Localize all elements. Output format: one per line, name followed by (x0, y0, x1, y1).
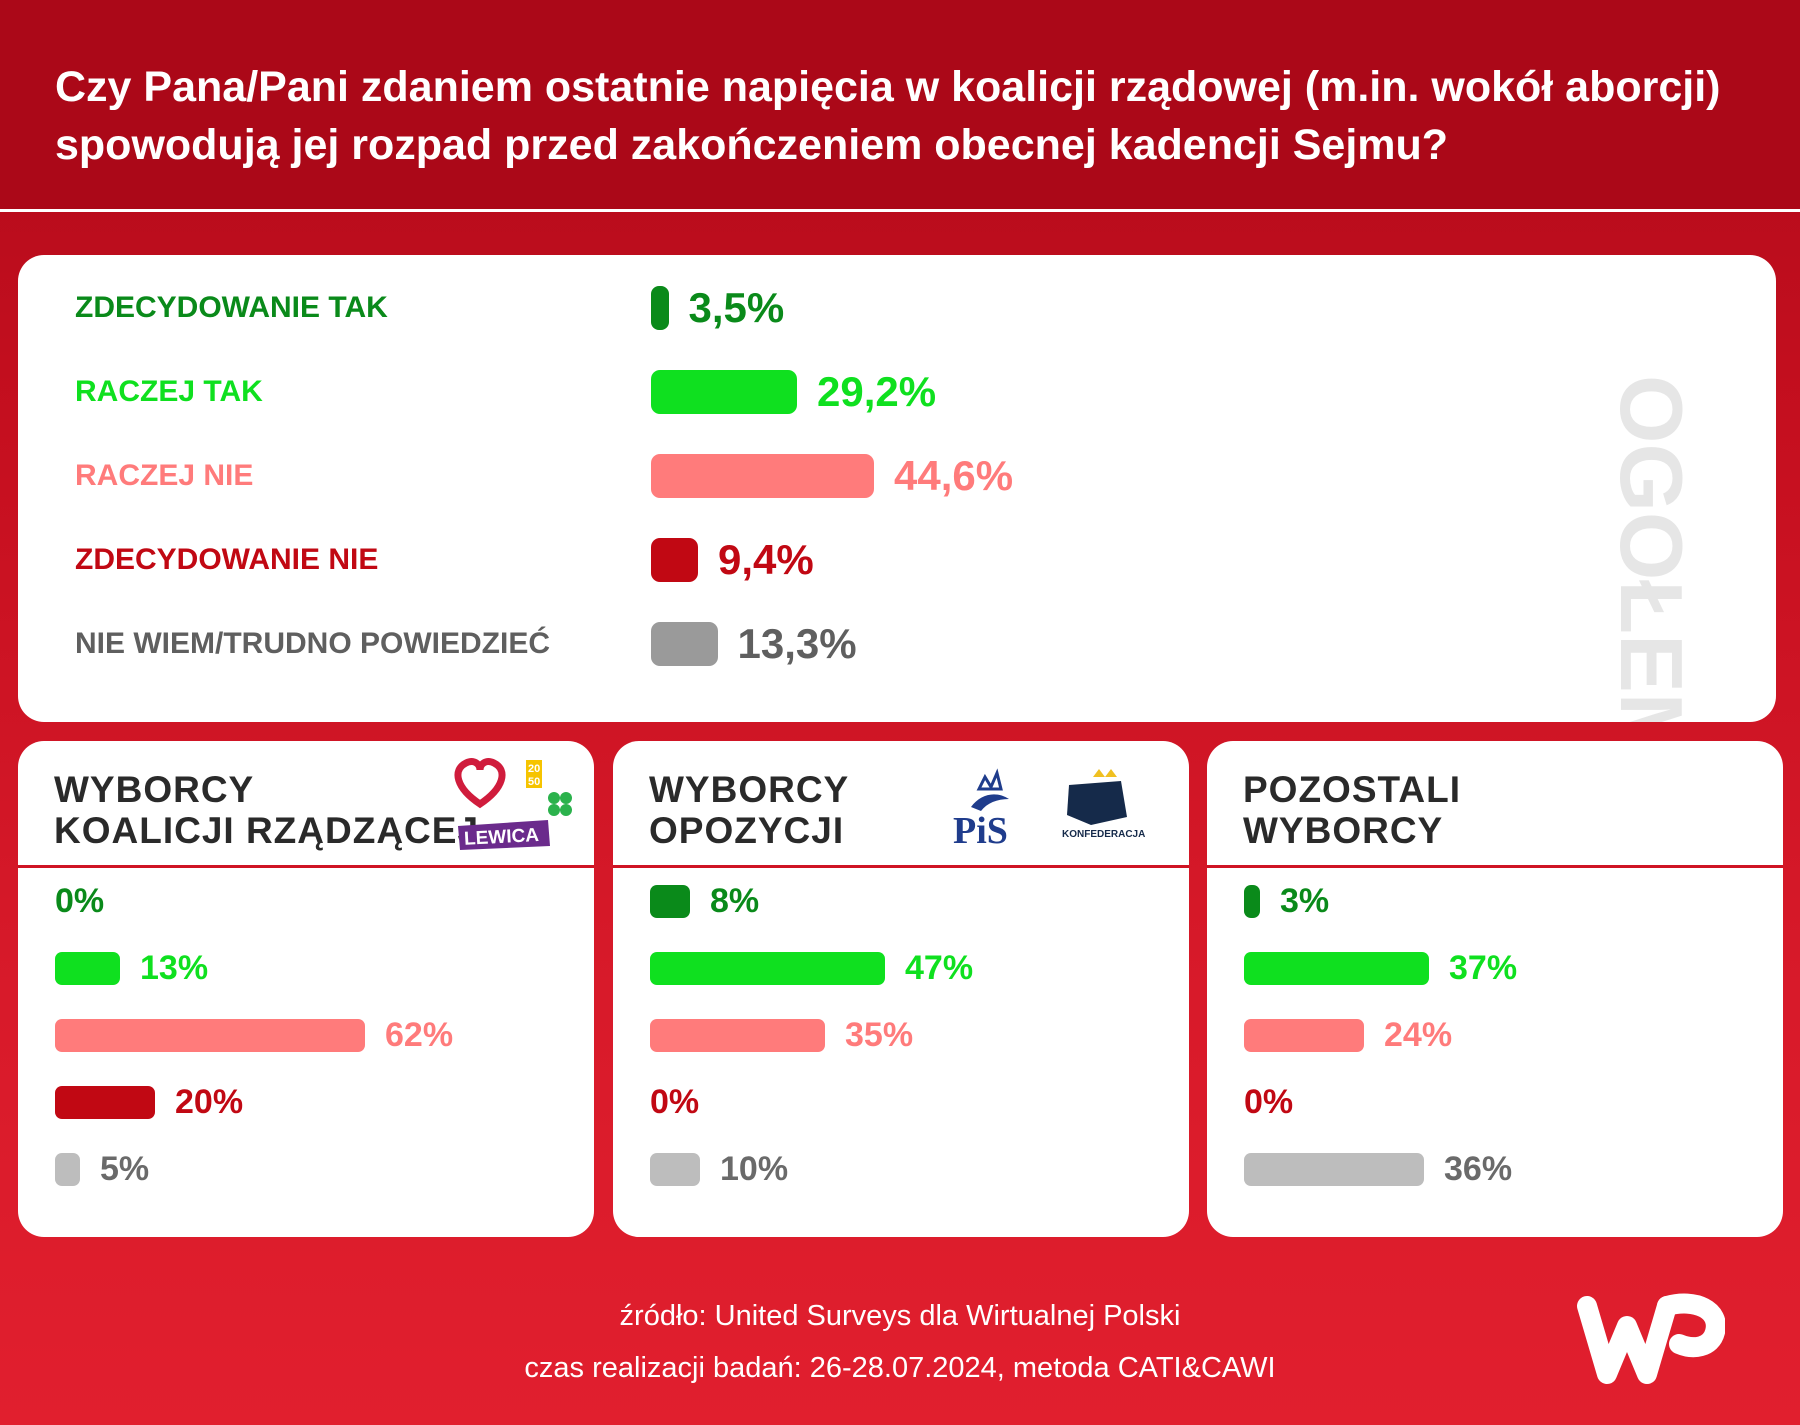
data-label: 9,4% (718, 536, 814, 583)
heart-logo (454, 758, 506, 809)
group-title-line2: OPOZYCJI (649, 810, 845, 851)
bar-nie-wiem (55, 1153, 80, 1186)
lewica-logo-text: LEWICA (464, 825, 540, 850)
data-label: 8% (710, 882, 760, 920)
data-label: 35% (845, 1016, 914, 1054)
bar-raczej-tak (55, 952, 120, 985)
data-label: 62% (385, 1016, 454, 1054)
data-label: 20% (175, 1083, 244, 1121)
group-title: POZOSTALI WYBORCY (1243, 769, 1461, 851)
category-label: NIE WIEM/TRUDNO POWIEDZIEĆ (75, 627, 550, 660)
data-label: 0% (1244, 1083, 1294, 1121)
svg-text:20: 20 (528, 763, 540, 775)
opposition-logos: PiS KONFEDERACJA (953, 768, 1145, 852)
svg-text:50: 50 (528, 776, 540, 788)
category-label: ZDECYDOWANIE NIE (75, 543, 379, 576)
bar-zdecydowanie-tak (1244, 885, 1260, 918)
header-band: Czy Pana/Pani zdaniem ostatnie napięcia … (0, 0, 1800, 212)
data-label: 29,2% (817, 368, 937, 415)
bar-nie-wiem (650, 1153, 700, 1186)
group-card-header: WYBORCY OPOZYCJI PiS KONFEDERACJA (613, 741, 1189, 868)
data-label: 47% (905, 949, 974, 987)
2050-logo: 20 50 (526, 760, 542, 788)
bar-raczej-nie (55, 1019, 365, 1052)
group-card-header: WYBORCY KOALICJI RZĄDZĄCEJ 20 50 LEWICA (18, 741, 594, 868)
bar-zdecydowanie-nie (651, 538, 698, 582)
bar-nie-wiem (651, 622, 718, 666)
clover-logo (548, 792, 572, 816)
group-card-coalition: WYBORCY KOALICJI RZĄDZĄCEJ 20 50 LEWICA … (18, 741, 594, 1237)
group-card-others: POZOSTALI WYBORCY 3% 37% 24% 0% 36% (1207, 741, 1783, 1237)
data-label: 0% (55, 882, 105, 920)
bar-zdecydowanie-tak (651, 286, 669, 330)
overall-side-label-text: OGÓŁEM (1603, 375, 1683, 722)
bar-raczej-nie (1244, 1019, 1364, 1052)
data-label: 13,3% (737, 620, 857, 667)
data-label: 13% (140, 949, 209, 987)
group-card-opposition: WYBORCY OPOZYCJI PiS KONFEDERACJA 8% 47% 3… (613, 741, 1189, 1237)
coalition-logos: 20 50 LEWICA (454, 758, 572, 850)
category-label: RACZEJ NIE (75, 459, 254, 492)
data-label: 24% (1384, 1016, 1453, 1054)
bar-raczej-nie (651, 454, 874, 498)
data-label: 0% (650, 1083, 700, 1121)
bar-zdecydowanie-tak (650, 885, 690, 918)
group-card-header: POZOSTALI WYBORCY (1207, 741, 1783, 868)
data-label: 10% (720, 1150, 789, 1188)
method-note: czas realizacji badań: 26-28.07.2024, me… (524, 1352, 1276, 1384)
source-note: źródło: United Surveys dla Wirtualnej Po… (619, 1300, 1181, 1332)
bar-raczej-tak (650, 952, 885, 985)
data-label: 37% (1449, 949, 1518, 987)
bar-raczej-tak (651, 370, 797, 414)
bar-raczej-nie (650, 1019, 825, 1052)
pis-logo-text: PiS (953, 810, 1008, 852)
konfederacja-logo: KONFEDERACJA (1062, 769, 1145, 840)
konfederacja-logo-text: KONFEDERACJA (1062, 829, 1145, 840)
category-label: ZDECYDOWANIE TAK (75, 291, 388, 324)
group-title-line1: POZOSTALI (1243, 769, 1461, 810)
data-label: 3% (1280, 882, 1330, 920)
group-title: WYBORCY KOALICJI RZĄDZĄCEJ (54, 769, 479, 851)
overall-side-label: OGÓŁEM (1603, 375, 1743, 722)
category-label: RACZEJ TAK (75, 375, 263, 408)
pis-logo: PiS (953, 768, 1009, 852)
data-label: 44,6% (894, 452, 1014, 499)
group-title-line1: WYBORCY (649, 769, 850, 810)
group-title: WYBORCY OPOZYCJI (649, 769, 849, 851)
data-label: 5% (100, 1150, 150, 1188)
bar-raczej-tak (1244, 952, 1429, 985)
bar-nie-wiem (1244, 1153, 1424, 1186)
group-title-line2: KOALICJI RZĄDZĄCEJ (54, 810, 480, 851)
group-title-line1: WYBORCY (54, 769, 255, 810)
wp-logo (1577, 1293, 1725, 1384)
data-label: 36% (1444, 1150, 1513, 1188)
data-label: 3,5% (688, 284, 785, 331)
overall-results-card: ZDECYDOWANIE TAK 3,5% RACZEJ TAK 29,2% RACZE… (18, 255, 1776, 722)
bar-zdecydowanie-nie (55, 1086, 155, 1119)
lewica-logo: LEWICA (458, 820, 550, 850)
page-title: Czy Pana/Pani zdaniem ostatnie napięcia … (55, 63, 1721, 169)
group-title-line2: WYBORCY (1243, 810, 1444, 851)
